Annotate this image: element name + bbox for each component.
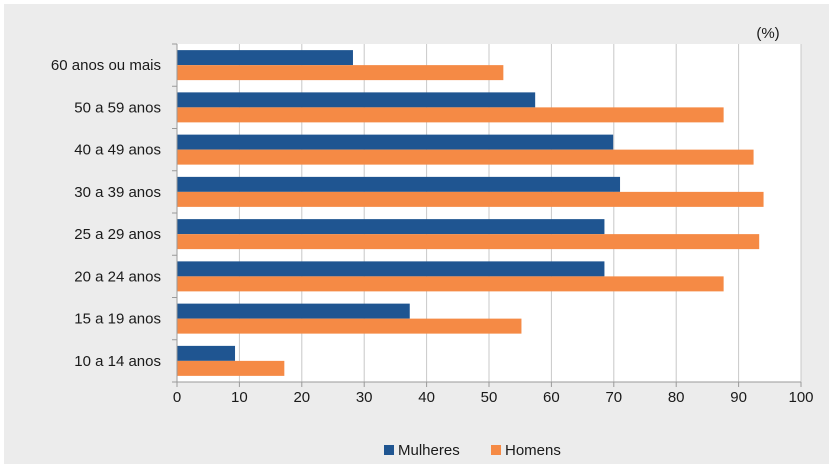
- y-category-label: 40 a 49 anos: [74, 142, 161, 159]
- y-category-label: 15 a 19 anos: [74, 311, 161, 328]
- x-tick-label: 80: [668, 389, 685, 406]
- x-tick-label: 40: [418, 389, 435, 406]
- bar-homens: [177, 234, 760, 250]
- bar-mulheres: [177, 176, 621, 192]
- bar-homens: [177, 360, 285, 376]
- bar-homens: [177, 65, 504, 81]
- legend-swatch-homens: [491, 445, 501, 455]
- bar-homens: [177, 276, 724, 292]
- bar-homens: [177, 107, 724, 123]
- x-tick-label: 10: [231, 389, 248, 406]
- y-category-label: 10 a 14 anos: [74, 353, 161, 370]
- legend: Mulheres Homens: [384, 442, 561, 459]
- bar-homens: [177, 191, 764, 207]
- bar-mulheres: [177, 134, 614, 150]
- legend-label-mulheres: Mulheres: [398, 442, 460, 459]
- y-category-label: 50 a 59 anos: [74, 99, 161, 116]
- bar-mulheres: [177, 219, 605, 235]
- unit-label: (%): [756, 25, 779, 42]
- x-tick-label: 60: [543, 389, 560, 406]
- y-category-label: 20 a 24 anos: [74, 268, 161, 285]
- y-category-label: 60 anos ou mais: [51, 57, 161, 74]
- bar-mulheres: [177, 345, 236, 361]
- x-tick-label: 70: [605, 389, 622, 406]
- y-axis-category-labels: 60 anos ou mais 50 a 59 anos 40 a 49 anos 3…: [51, 57, 161, 370]
- y-category-label: 25 a 29 anos: [74, 226, 161, 243]
- legend-label-homens: Homens: [505, 442, 561, 459]
- bar-mulheres: [177, 50, 353, 66]
- bar-homens: [177, 318, 522, 334]
- legend-swatch-mulheres: [384, 445, 394, 455]
- y-category-label: 30 a 39 anos: [74, 184, 161, 201]
- bar-mulheres: [177, 261, 605, 277]
- x-tick-label: 90: [730, 389, 747, 406]
- bars: [177, 50, 764, 376]
- x-tick-label: 20: [293, 389, 310, 406]
- x-tick-label: 0: [173, 389, 181, 406]
- x-tick-label: 50: [481, 389, 498, 406]
- bar-mulheres: [177, 303, 410, 319]
- x-tick-label: 30: [356, 389, 373, 406]
- bar-homens: [177, 149, 754, 165]
- x-tick-label: 100: [788, 389, 813, 406]
- bar-mulheres: [177, 92, 536, 108]
- x-axis-ticks: 0 10 20 30 40 50 60 70 80 90 100: [173, 382, 814, 406]
